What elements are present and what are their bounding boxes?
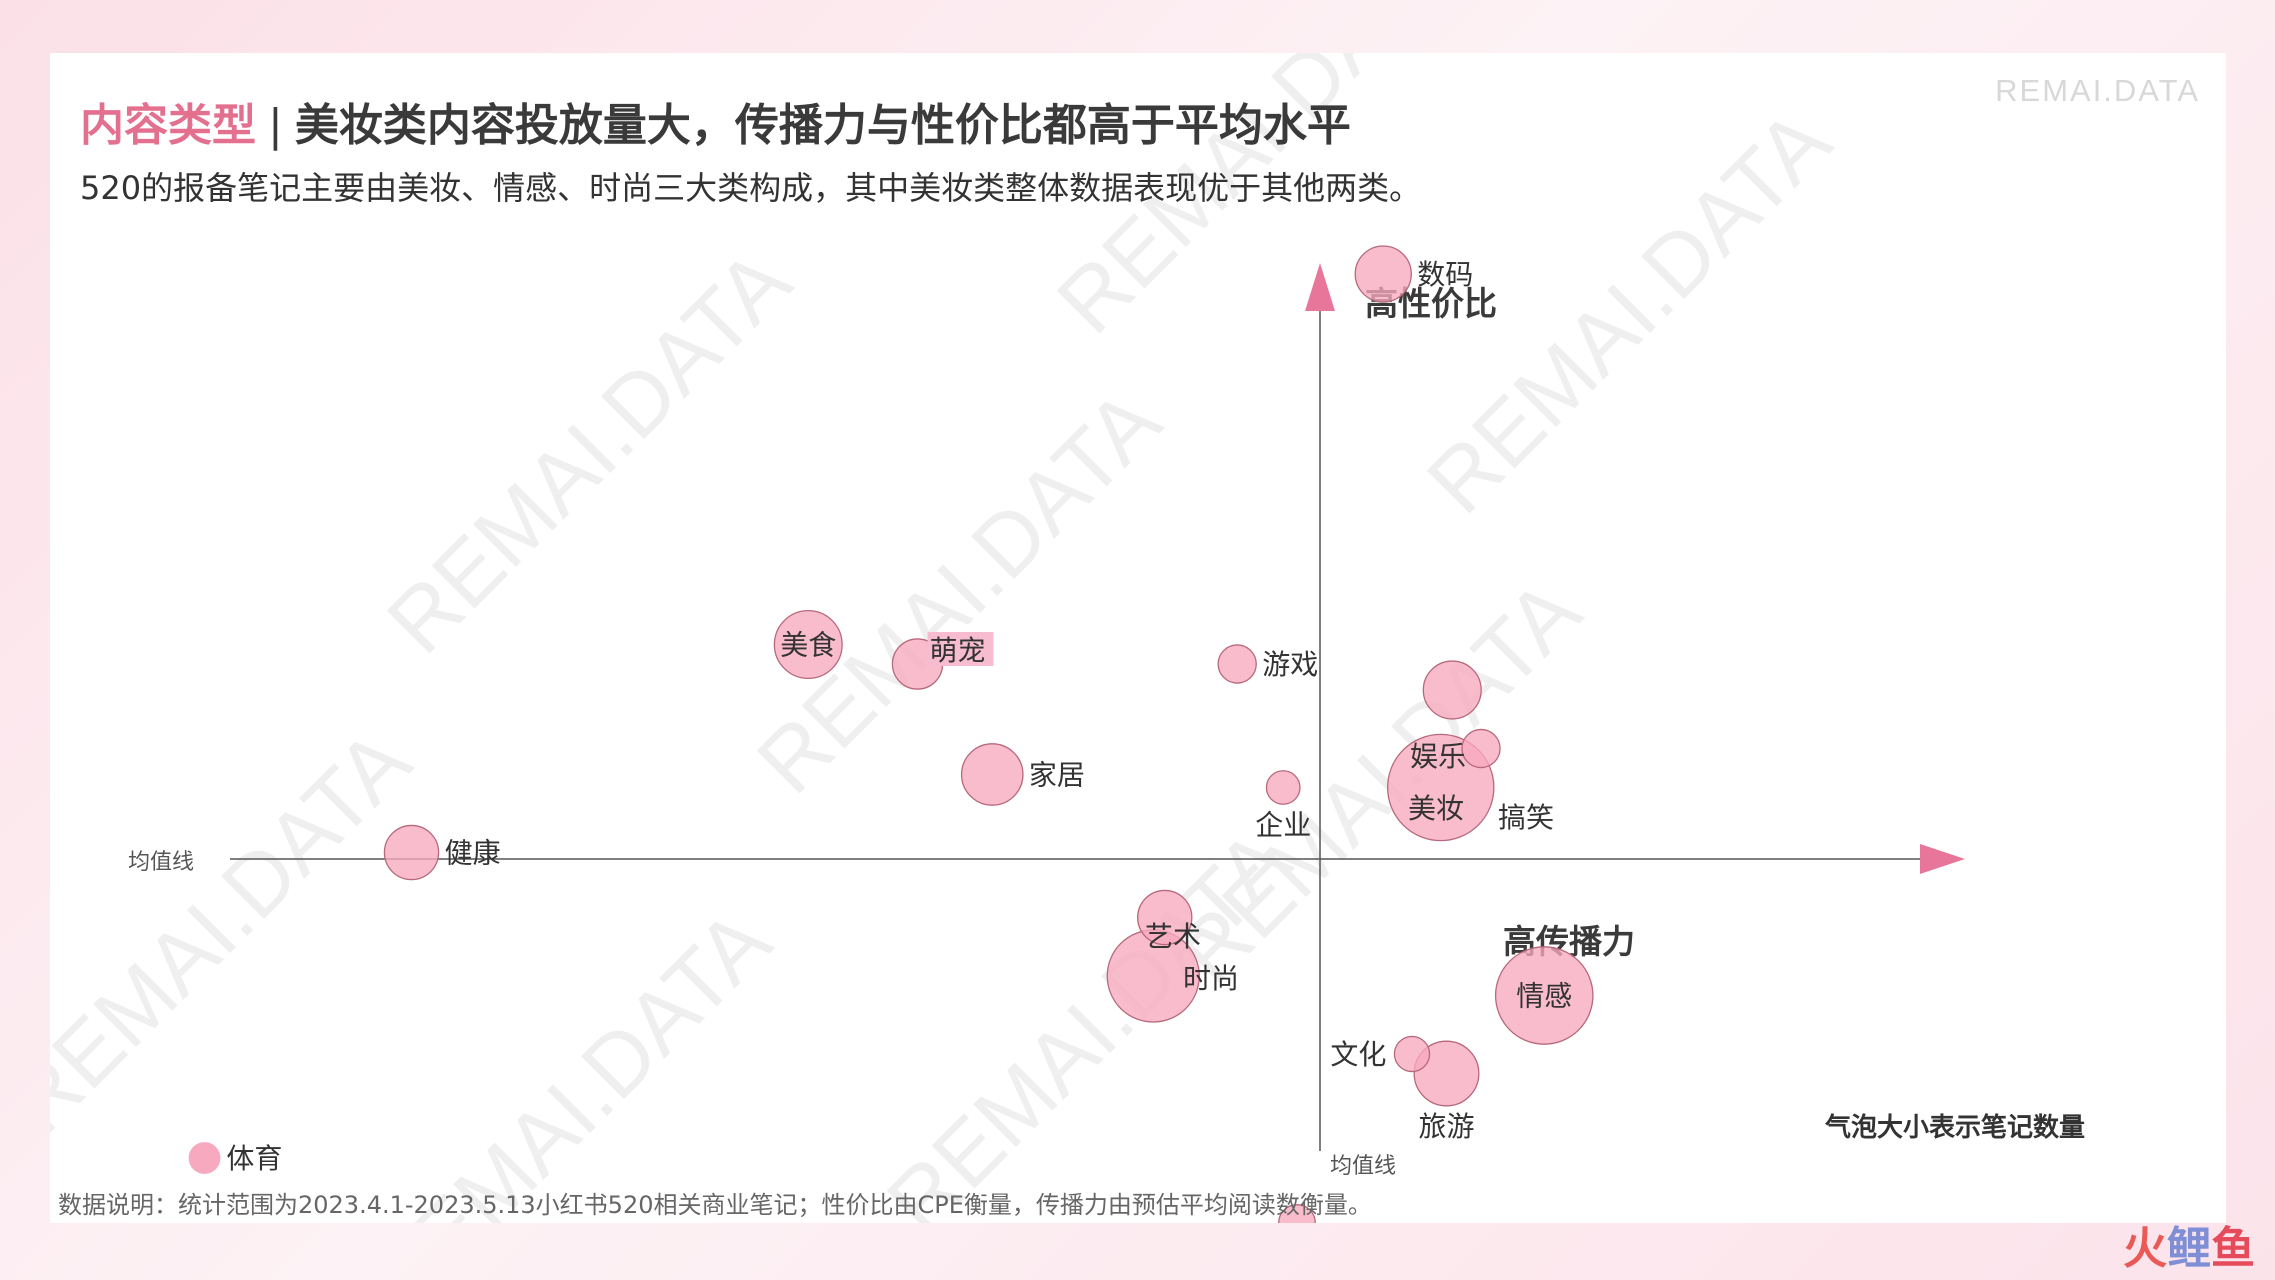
bubble-label-13: 时尚: [1183, 962, 1239, 995]
label-highlight-bg: [927, 632, 994, 666]
bubble-label-10: 美妆: [1408, 792, 1464, 825]
bubble-label-16: 旅游: [1418, 1110, 1474, 1143]
chart-bubbles: [188, 245, 1594, 1223]
bubble-label-2: 美食: [780, 629, 836, 662]
bubble-16: [1413, 1040, 1480, 1107]
chart-labels: 数码美食萌宠游戏家居企业健康体育娱乐美妆搞笑艺术时尚情感文化旅游母婴: [226, 258, 1572, 1175]
bubble-label-12: 艺术: [1145, 920, 1201, 953]
page-title: 内容类型 | 美妆类内容投放量大，传播力与性价比都高于平均水平: [80, 89, 1351, 153]
bubble-label-6: 企业: [1255, 808, 1311, 841]
bubble-label-11: 搞笑: [1498, 801, 1554, 834]
x-axis-arrow: [1920, 844, 1965, 874]
footer-logo-char-2: 鲤: [2167, 1223, 2211, 1274]
bubble-label-15: 文化: [1330, 1038, 1386, 1071]
bubble-4: [1217, 644, 1257, 684]
bubble-label-8: 体育: [226, 1142, 282, 1175]
bubble-label-5: 家居: [1029, 759, 1085, 792]
footnote: 数据说明：统计范围为2023.4.1-2023.5.13小红书520相关商业笔记…: [58, 1191, 1372, 1219]
bubble-label-4: 游戏: [1262, 648, 1318, 681]
title-separator: |: [268, 100, 283, 151]
bubble-11: [1461, 728, 1501, 769]
bubble-14: [1494, 946, 1594, 1045]
bubble-2: [773, 609, 843, 680]
bubble-7: [383, 824, 440, 881]
bubble-9: [1422, 660, 1482, 720]
bubble-6: [1265, 770, 1301, 805]
bubble-label-9: 娱乐: [1410, 740, 1466, 773]
bubble-1: [1354, 245, 1412, 303]
footer-logo-char-3: 鱼: [2211, 1223, 2255, 1274]
bubble-label-1: 数码: [1417, 258, 1473, 291]
y-avg-label: 均值线: [1330, 1154, 1396, 1179]
title-headline: 美妆类内容投放量大，传播力与性价比都高于平均水平: [294, 100, 1351, 151]
bubble-label-3: 萌宠: [930, 634, 986, 667]
bubble-5: [960, 743, 1024, 806]
footer-logo-char-1: 火: [2123, 1223, 2167, 1274]
bubble-label-7: 健康: [445, 837, 501, 870]
slide-card: REMAI.DATA REMAI.DATA REMAI.DATA REMAI.DATA…: [50, 53, 2226, 1223]
title-category: 内容类型: [80, 100, 256, 151]
x-avg-label: 均值线: [128, 850, 194, 875]
y-axis-arrow: [1305, 263, 1335, 311]
page-subtitle: 520的报备笔记主要由美妆、情感、时尚三大类构成，其中美妆类整体数据表现优于其他…: [80, 169, 1422, 207]
brand-label: REMAI.DATA: [1995, 73, 2200, 108]
bubble-size-note: 气泡大小表示笔记数量: [1824, 1112, 2085, 1143]
footer-logo: 火鲤鱼: [2123, 1212, 2255, 1276]
bubble-label-14: 情感: [1516, 980, 1572, 1013]
bubble-8: [188, 1142, 221, 1174]
bubble-15: [1393, 1035, 1431, 1073]
bubble-12: [1137, 889, 1193, 946]
